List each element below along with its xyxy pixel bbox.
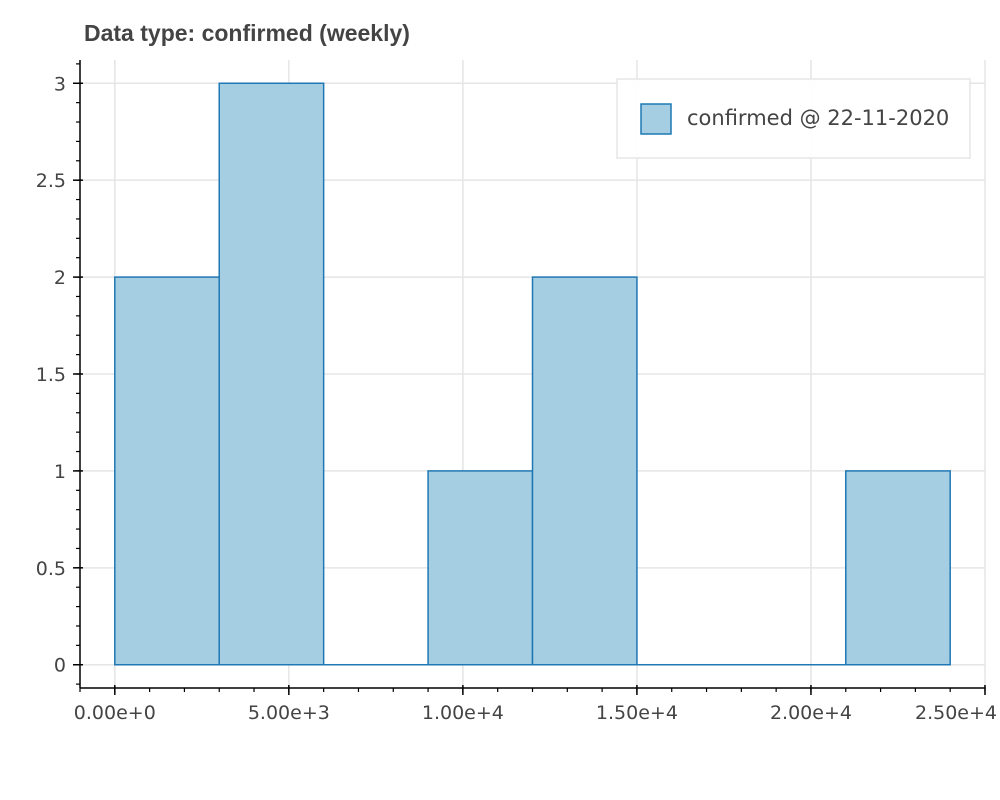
y-tick-label-5: 2.5: [36, 170, 66, 192]
x-tick-label-3: 1.50e+4: [596, 702, 678, 724]
histogram-bar-0: [114, 276, 220, 666]
legend-box: [616, 78, 971, 159]
histogram-bar-7: [845, 470, 951, 666]
x-tick-label-5: 2.50e+4: [915, 702, 997, 724]
histogram-bar-3: [427, 470, 534, 666]
legend-swatch: [640, 103, 672, 135]
axes: 0 0.5 1 1.5 2 2.5 3 0.00e+0 5.00e+3 1.00e+4 1.50e+…: [36, 60, 997, 724]
y-tick-label-1: 0.5: [36, 558, 66, 580]
bars: [114, 82, 951, 666]
histogram-bar-4: [531, 276, 638, 666]
x-tick-label-2: 1.00e+4: [422, 702, 504, 724]
histogram-bar-1: [218, 82, 325, 666]
y-tick-label-4: 2: [54, 267, 66, 289]
legend: confirmed @ 22-11-2020: [616, 78, 971, 159]
x-tick-label-1: 5.00e+3: [248, 702, 330, 724]
x-tick-label-0: 0.00e+0: [74, 702, 156, 724]
y-tick-label-2: 1: [54, 461, 66, 483]
chart-title: Data type: confirmed (weekly): [84, 20, 410, 46]
legend-label: confirmed @ 22-11-2020: [687, 106, 949, 130]
y-tick-label-3: 1.5: [36, 364, 66, 386]
y-tick-label-0: 0: [54, 655, 66, 677]
y-tick-label-6: 3: [54, 73, 66, 95]
x-tick-label-4: 2.00e+4: [770, 702, 852, 724]
